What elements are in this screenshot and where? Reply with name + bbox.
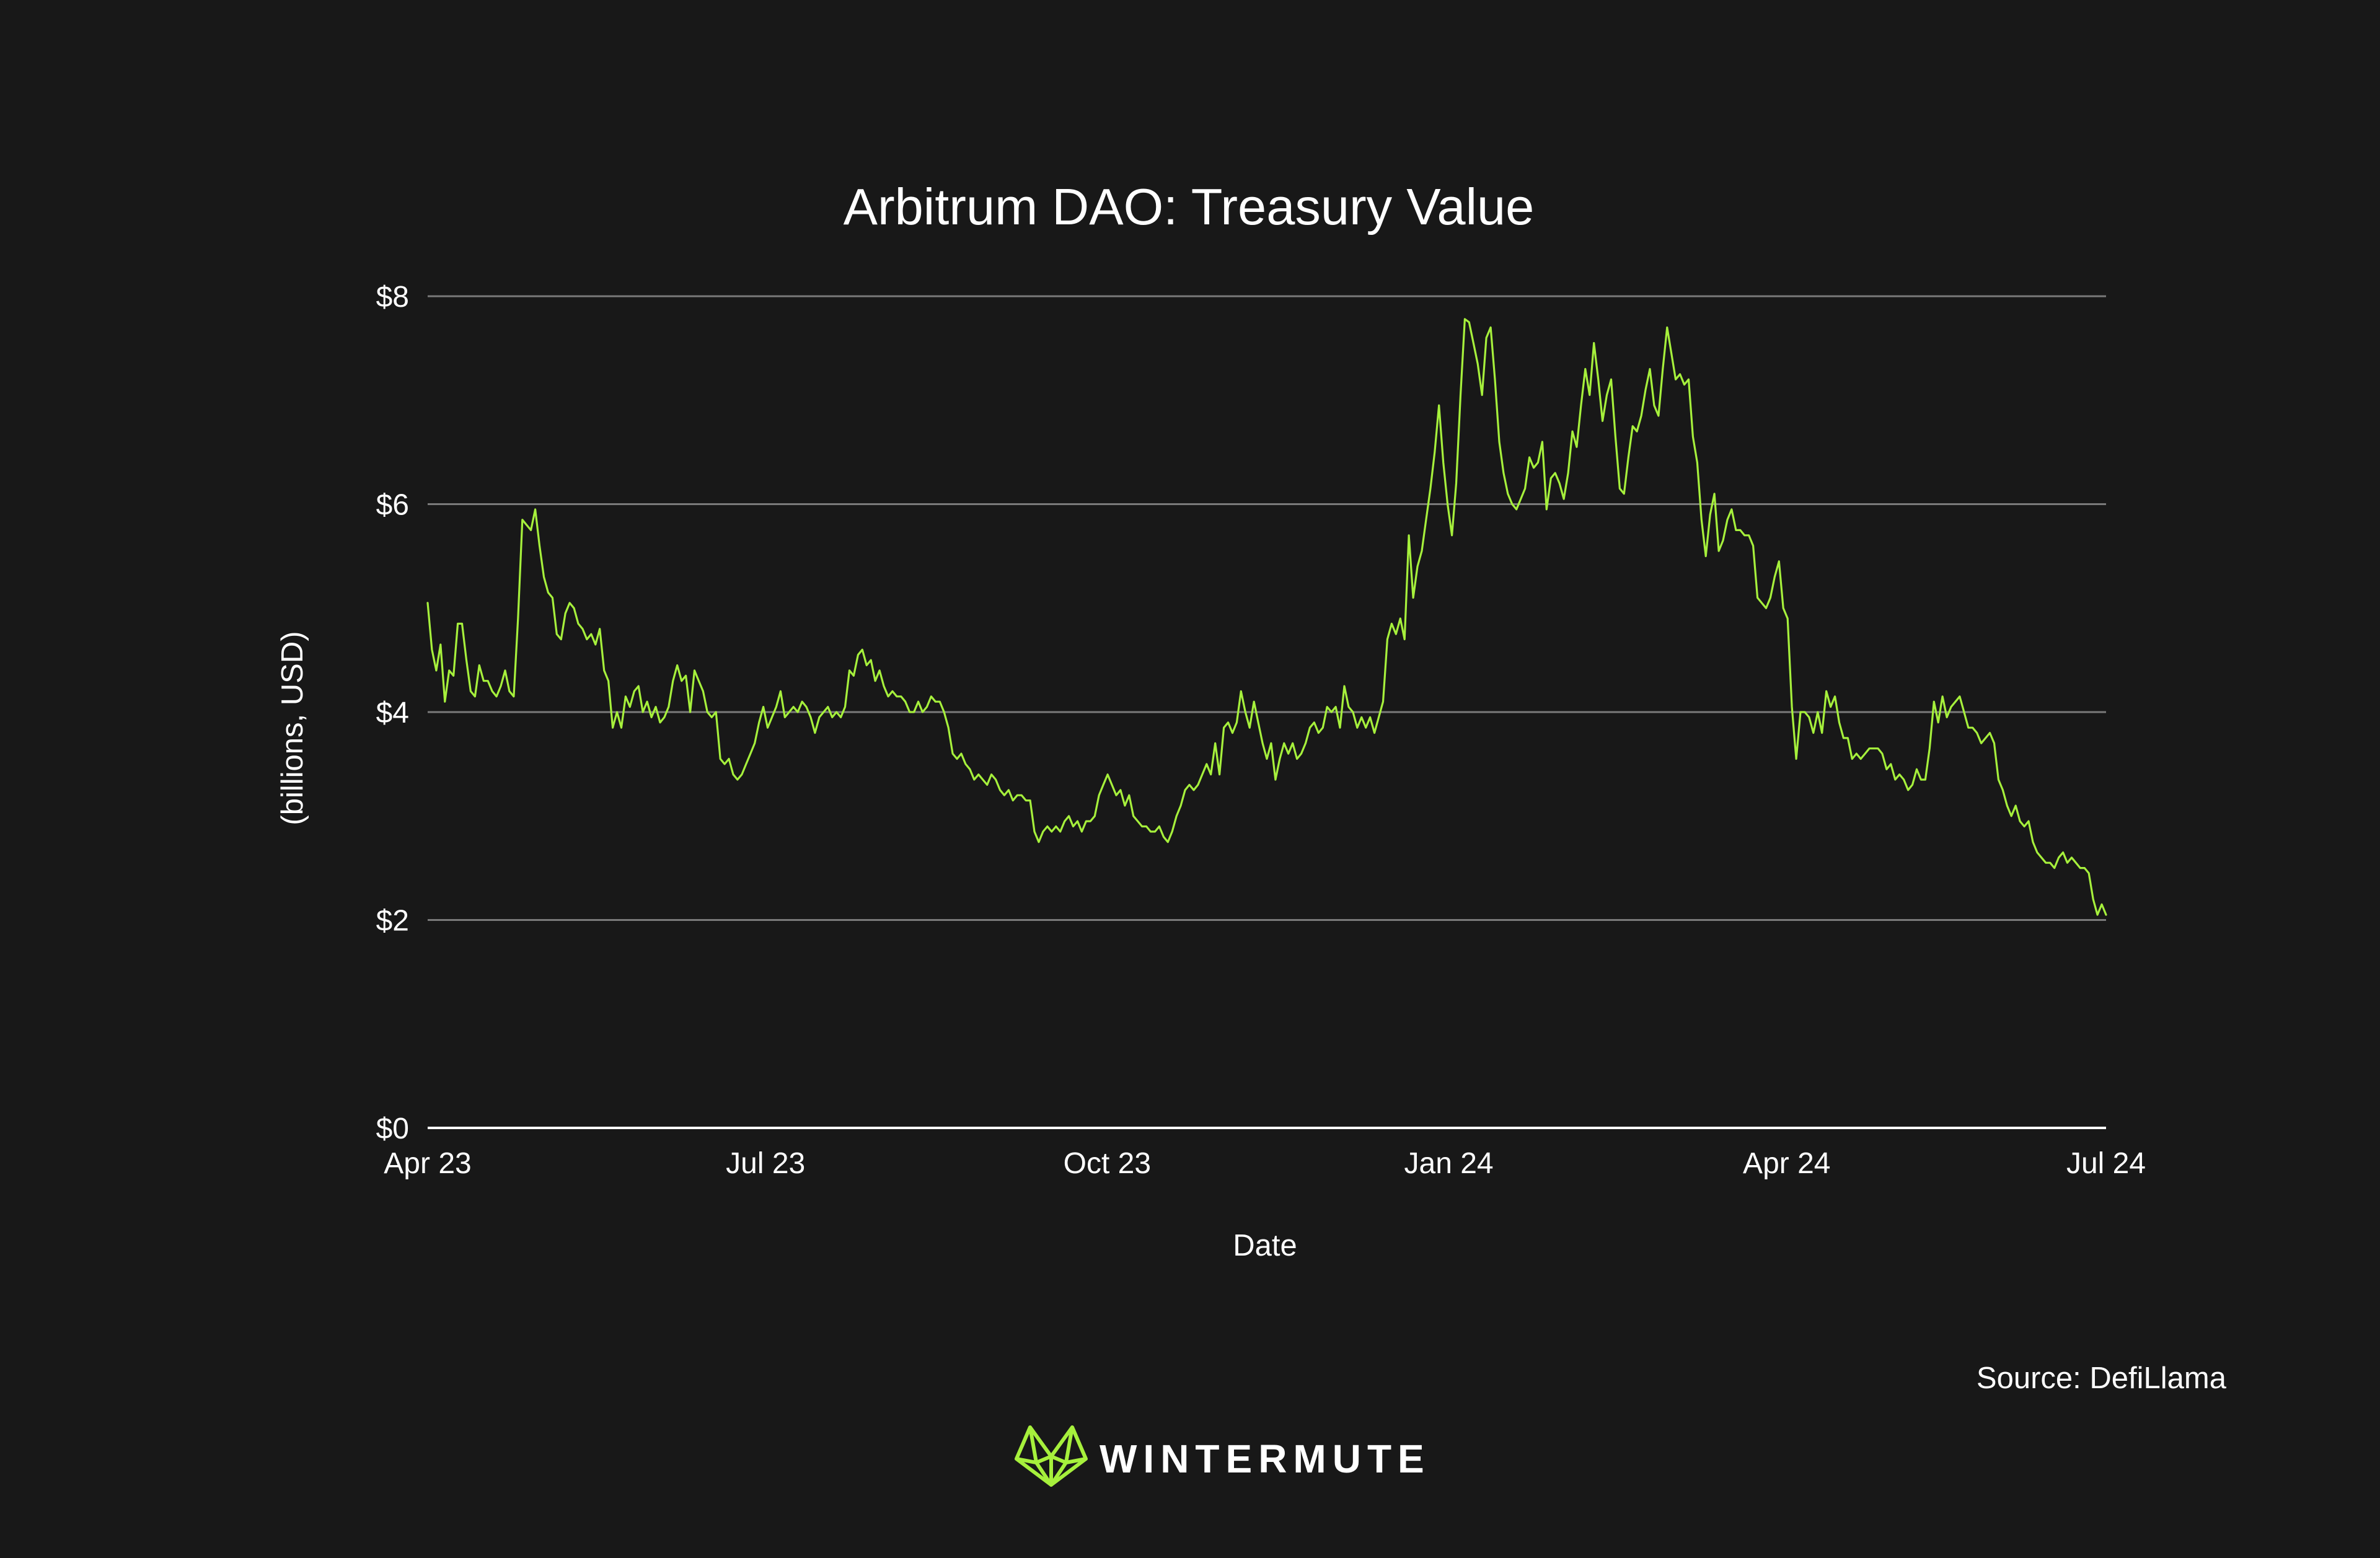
x-tick-label: Apr 24 <box>1743 1147 1830 1180</box>
x-axis-title: Date <box>1233 1229 1297 1262</box>
y-axis-title: (billions, USD) <box>276 631 309 825</box>
wintermute-logo-icon <box>1015 1425 1088 1487</box>
y-tick-label: $8 <box>376 281 409 314</box>
x-tick-label: Apr 23 <box>384 1147 471 1180</box>
gridlines <box>428 295 2106 1129</box>
treasury-value-series-line <box>426 318 2107 916</box>
chart-title: Arbitrum DAO: Treasury Value <box>844 178 1535 235</box>
y-axis-tick-labels: $0 $2 $4 $6 $8 <box>376 281 409 1145</box>
x-tick-label: Oct 23 <box>1064 1147 1151 1180</box>
x-tick-label: Jul 23 <box>726 1147 805 1180</box>
y-tick-label: $2 <box>376 905 409 938</box>
y-tick-label: $0 <box>376 1112 409 1145</box>
x-axis-tick-labels: Apr 23 Jul 23 Oct 23 Jan 24 Apr 24 Jul 24 <box>384 1147 2146 1180</box>
x-tick-label: Jul 24 <box>2066 1147 2146 1180</box>
source-note: Source: DefiLlama <box>1977 1362 2227 1395</box>
x-tick-label: Jan 24 <box>1404 1147 1494 1180</box>
wintermute-brand: WINTERMUTE <box>1015 1425 1430 1487</box>
brand-name: WINTERMUTE <box>1100 1437 1430 1481</box>
y-tick-label: $6 <box>376 489 409 522</box>
y-tick-label: $4 <box>376 697 409 729</box>
series-layer <box>426 318 2107 916</box>
